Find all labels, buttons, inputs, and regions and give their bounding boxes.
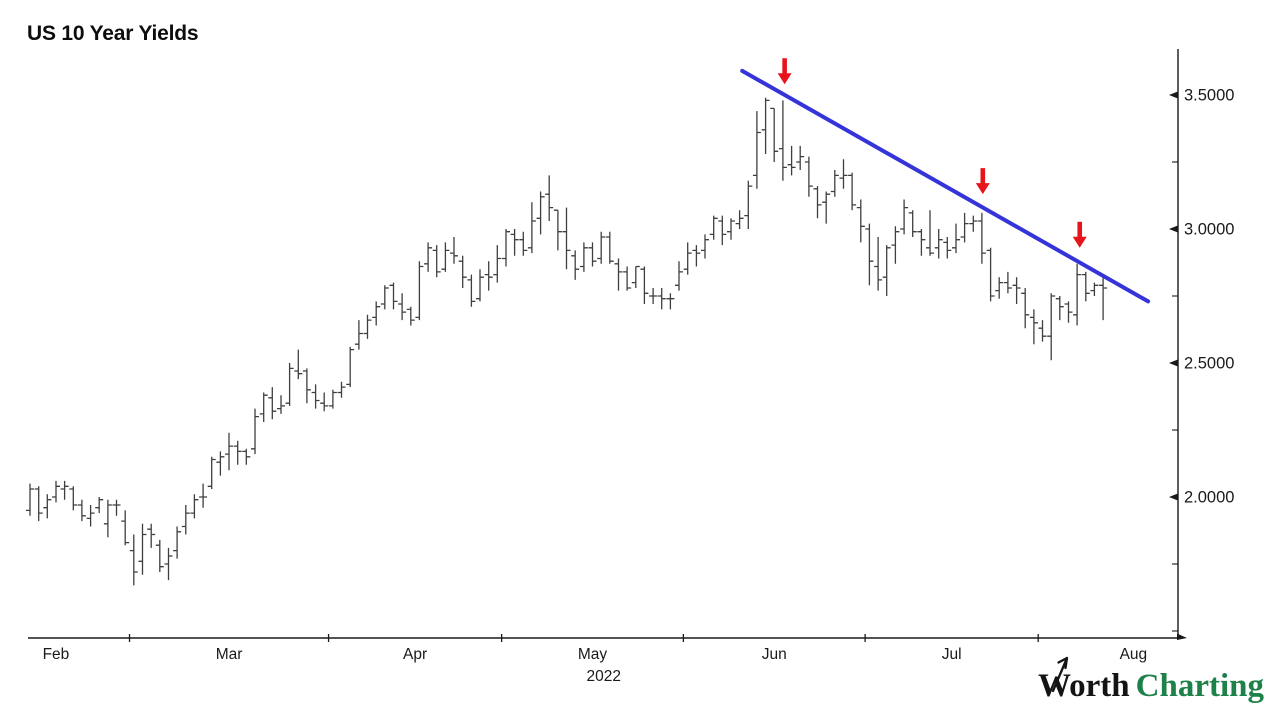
y-tick-label: 2.5000 <box>1184 355 1234 373</box>
y-tick-label: 2.0000 <box>1184 489 1234 507</box>
year-label: 2022 <box>587 668 621 685</box>
logo-charting: Charting <box>1135 668 1264 704</box>
x-axis: Feb Mar Apr May Jun Jul Aug 2022 <box>28 633 1187 685</box>
trendline-touch-arrow <box>1072 221 1087 248</box>
chart-title: US 10 Year Yields <box>27 22 199 45</box>
worth-charting-logo: Worth Charting <box>1037 656 1264 710</box>
month-label: May <box>578 646 608 663</box>
month-label: Aug <box>1120 646 1148 663</box>
downtrend-line <box>740 68 1151 304</box>
month-label: Feb <box>43 646 70 663</box>
price-bars <box>26 97 1108 586</box>
month-label: Mar <box>216 646 243 663</box>
trendline-touch-arrow <box>975 168 990 195</box>
logo-arrow-icon <box>1051 656 1069 693</box>
trendline-touch-arrow <box>777 58 792 85</box>
month-label: Jun <box>762 646 787 663</box>
y-axis: 3.5000 3.0000 2.5000 2.0000 <box>1169 49 1234 638</box>
month-label: Apr <box>403 646 427 663</box>
y-tick-label: 3.0000 <box>1184 221 1234 239</box>
logo-worth: Worth <box>1037 668 1130 704</box>
month-label: Jul <box>942 646 962 663</box>
y-tick-label: 3.5000 <box>1184 87 1234 105</box>
